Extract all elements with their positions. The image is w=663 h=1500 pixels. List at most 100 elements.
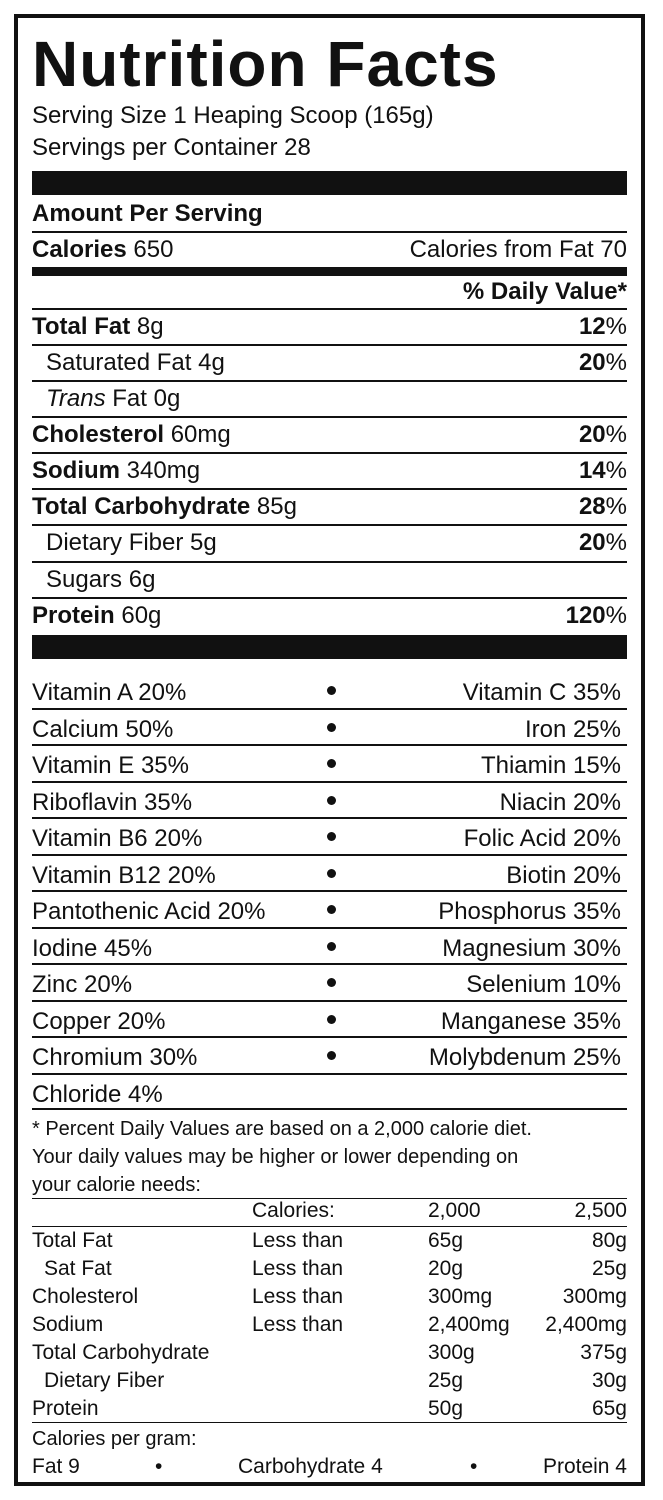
- vitamin-row: Vitamin B6 20% Folic Acid 20%: [32, 818, 627, 854]
- vitamin-left: Iodine 45%: [32, 934, 153, 962]
- vitamin-left: Calcium 50%: [32, 715, 174, 743]
- dv-2000: 2,400mg: [428, 1313, 510, 1336]
- pct-symbol: %: [605, 457, 627, 484]
- dv-2500: 25g: [591, 1257, 627, 1280]
- nutrient-pct-value: 12: [578, 313, 606, 340]
- bullet-icon: [327, 941, 336, 951]
- vitamin-row: Chromium 30% Molybdenum 25%: [32, 1037, 627, 1073]
- divider: [32, 231, 627, 233]
- amount-per-serving: Amount Per Serving: [32, 196, 627, 232]
- dv-header-cell: 2,000: [428, 1199, 481, 1222]
- divider: [32, 744, 627, 746]
- dv-table-row: Sodium Less than 2,400mg 2,400mg: [32, 1313, 627, 1341]
- vitamin-right: Vitamin C 35%: [462, 679, 621, 706]
- divider-dv-header: [32, 1198, 627, 1199]
- divider: [32, 707, 627, 710]
- vitamin-row: Iodine 45% Magnesium 30%: [32, 928, 627, 964]
- nutrient-row: Total Carbohydrate 85g 28%: [32, 489, 627, 525]
- nutrient-daily-value: 12%: [579, 313, 627, 341]
- nutrient-daily-value: 20%: [579, 529, 627, 557]
- nutrient-pct-value: 14: [578, 457, 606, 484]
- dv-table-row: Sat Fat Less than 20g 25g: [32, 1257, 627, 1285]
- nutrient-daily-value: 20%: [579, 421, 627, 449]
- divider: [32, 817, 627, 819]
- pct-symbol: %: [605, 529, 627, 556]
- nutrient-name: Total Fat: [32, 313, 131, 340]
- vitamin-left: Copper 20%: [32, 1007, 166, 1035]
- dv-nutrient: Sat Fat: [44, 1257, 112, 1280]
- nutrient-name-suffix: Fat: [112, 385, 147, 412]
- nutrient-daily-value: 120%: [566, 602, 627, 630]
- vitamin-right: Folic Acid 20%: [463, 825, 621, 852]
- daily-value-header: % Daily Value*: [32, 274, 627, 310]
- vitamin-row: Vitamin B12 20% Biotin 20%: [32, 855, 627, 891]
- nutrient-pct-value: 20: [578, 421, 606, 448]
- vitamin-row: Vitamin E 35% Thiamin 15%: [32, 745, 627, 781]
- daily-value-header-text: % Daily Value*: [462, 278, 627, 305]
- nutrient-name: Protein: [32, 602, 115, 629]
- calories-row: Calories 650 Calories from Fat 70: [32, 232, 627, 268]
- nutrient-name: Trans: [46, 385, 106, 412]
- nutrient-name: Total Carbohydrate: [32, 493, 251, 520]
- vitamin-right: Molybdenum 25%: [428, 1044, 621, 1071]
- footnote: * Percent Daily Values are based on a 2,…: [32, 1115, 627, 1199]
- nutrient-row: Total Fat 8g 12%: [32, 309, 627, 345]
- dv-2000: 65g: [428, 1229, 464, 1252]
- nutrient-amount: 60g: [121, 602, 162, 629]
- vitamin-left: Vitamin B6 20%: [32, 825, 203, 852]
- calories-per-gram-row: Fat 9 • Carbohydrate 4 • Protein 4: [32, 1455, 627, 1485]
- dv-qualifier: Less than: [252, 1229, 344, 1252]
- bullet-icon: [327, 832, 336, 841]
- nutrient-name: Saturated Fat: [46, 349, 192, 376]
- dv-nutrient: Total Fat: [32, 1229, 113, 1252]
- bullet-icon: [327, 1014, 336, 1024]
- nutrient-row: Sugars 6g: [32, 562, 627, 598]
- nutrient-amount: 340mg: [126, 457, 201, 484]
- dv-table-row: Dietary Fiber 25g 30g: [32, 1369, 627, 1397]
- vitamin-row: Pantothenic Acid 20% Phosphorus 35%: [32, 891, 627, 927]
- nutrient-amount: 0g: [153, 385, 181, 412]
- vitamin-left: Vitamin B12 20%: [32, 861, 216, 889]
- divider: [32, 452, 627, 454]
- dv-qualifier: Less than: [252, 1257, 344, 1280]
- dv-table-header: Calories: 2,000 2,500: [32, 1199, 627, 1227]
- divider: [32, 416, 627, 418]
- dv-qualifier: Less than: [252, 1285, 344, 1308]
- nutrient-row: Protein 60g 120%: [32, 598, 627, 634]
- cpg-protein: Protein 4: [542, 1455, 627, 1478]
- dv-nutrient: Dietary Fiber: [44, 1369, 165, 1392]
- vitamin-row: Vitamin A 20% Vitamin C 35%: [32, 672, 627, 708]
- dv-nutrient: Total Carbohydrate: [32, 1341, 210, 1364]
- dv-table-row: Cholesterol Less than 300mg 300mg: [32, 1285, 627, 1313]
- divider: [32, 963, 627, 965]
- divider: [32, 597, 627, 599]
- dv-nutrient: Protein: [32, 1397, 99, 1420]
- divider: [32, 999, 627, 1002]
- dv-nutrient: Cholesterol: [32, 1285, 139, 1308]
- dv-table-row: Protein 50g 65g: [32, 1397, 627, 1425]
- nutrient-amount: 85g: [256, 493, 297, 520]
- label-title: Nutrition Facts: [32, 28, 499, 100]
- calories-from-fat: Calories from Fat 70: [409, 236, 627, 263]
- calories-value: 650: [133, 236, 174, 263]
- divider: [32, 1072, 627, 1075]
- nutrient-pct-value: 20: [578, 349, 606, 376]
- nutrient-pct-value: 120: [565, 602, 606, 629]
- calories-label: Calories: [32, 236, 127, 263]
- nutrient-row: Dietary Fiber 5g 20%: [32, 525, 627, 561]
- bullet-icon: [327, 978, 336, 987]
- bullet-icon: [327, 795, 336, 805]
- dv-2500: 80g: [591, 1229, 627, 1252]
- dv-2500: 30g: [591, 1369, 627, 1392]
- dv-header-cell: 2,500: [574, 1199, 627, 1222]
- vitamin-right: Thiamin 15%: [480, 752, 621, 779]
- nutrient-row: Trans Fat 0g: [32, 381, 627, 417]
- pct-symbol: %: [605, 421, 627, 448]
- vitamin-row: Copper 20% Manganese 35%: [32, 1001, 627, 1037]
- divider: [32, 561, 627, 563]
- divider: [32, 1036, 627, 1038]
- dv-header-cell: Calories:: [252, 1199, 335, 1222]
- calories-per-gram-label: Calories per gram:: [32, 1428, 197, 1450]
- nutrient-amount: 60mg: [170, 421, 231, 448]
- nutrient-daily-value: 20%: [579, 349, 627, 377]
